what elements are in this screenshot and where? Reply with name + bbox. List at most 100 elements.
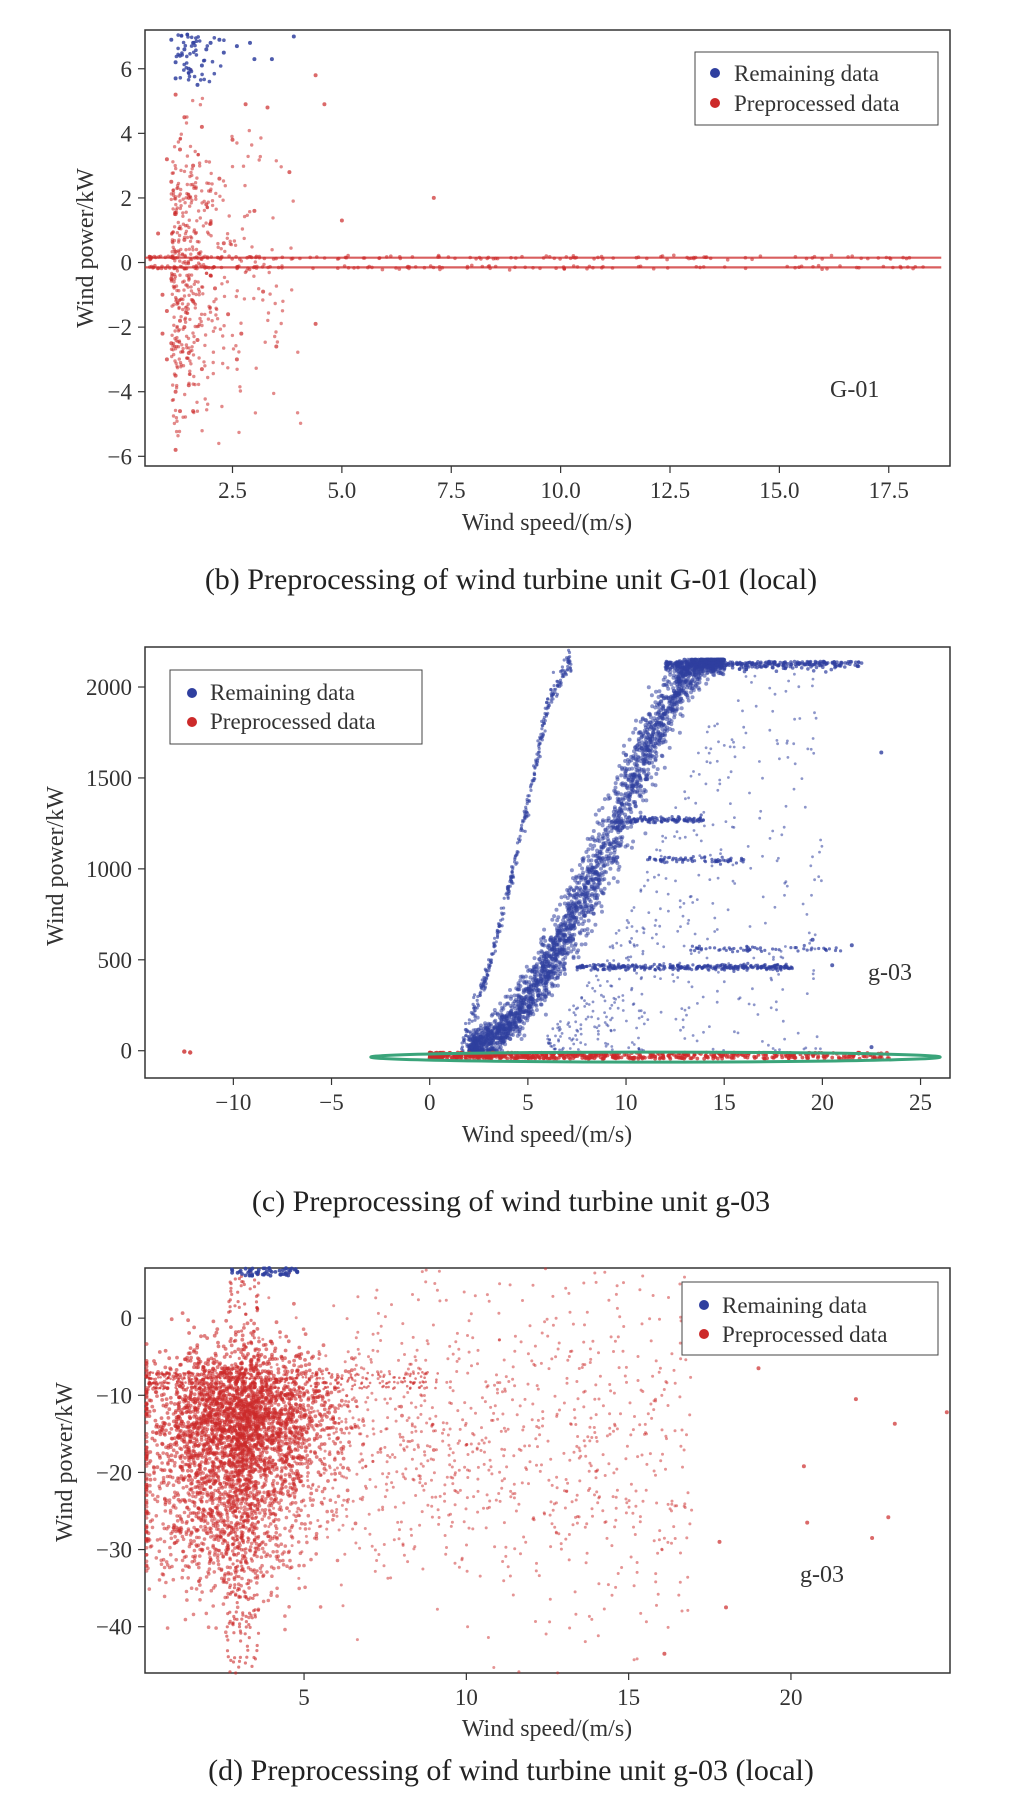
scatter-point [641, 761, 646, 765]
scatter-point [638, 776, 643, 781]
scatter-point [666, 706, 671, 711]
scatter-point [389, 254, 393, 258]
scatter-point [845, 661, 850, 666]
scatter-point [189, 257, 194, 262]
scatter-point [551, 960, 556, 965]
scatter-point [191, 299, 196, 304]
scatter-point [794, 946, 798, 950]
scatter-point [531, 983, 536, 988]
scatter-point [202, 58, 207, 63]
scatter-point [223, 249, 227, 254]
scatter-point [638, 788, 643, 793]
scatter-point [819, 838, 822, 842]
scatter-point [189, 252, 193, 256]
scatter-point [505, 1001, 510, 1006]
scatter-point [646, 966, 649, 970]
scatter-point [173, 373, 178, 378]
scatter-point [743, 266, 748, 271]
scatter-point [578, 886, 582, 891]
scatter-point [838, 264, 842, 268]
scatter-point [679, 666, 684, 671]
scatter-point [645, 256, 649, 261]
scatter-point [859, 661, 864, 665]
scatter-point [254, 366, 258, 370]
scatter-point [657, 702, 662, 707]
scatter-point [203, 254, 207, 258]
scatter-point [622, 793, 627, 798]
scatter-point [667, 660, 672, 665]
scatter-point [468, 1030, 472, 1034]
scatter-point [596, 835, 601, 840]
scatter-point [544, 712, 548, 716]
scatter-point [273, 301, 277, 306]
scatter-point [665, 728, 669, 733]
scatter-point [313, 73, 318, 78]
scatter-point [667, 909, 670, 913]
scatter-point [212, 265, 216, 269]
scatter-point [653, 749, 658, 754]
scatter-point [194, 247, 199, 252]
scatter-point [263, 340, 267, 344]
scatter-point [591, 265, 595, 270]
scatter-point [701, 665, 705, 669]
scatter-point [186, 356, 190, 360]
scatter-point [761, 776, 764, 780]
scatter-point [192, 282, 196, 286]
scatter-point [559, 925, 564, 930]
scatter-point [522, 987, 526, 992]
scatter-point [200, 201, 204, 205]
scatter-point [623, 844, 628, 849]
scatter-point [211, 371, 215, 376]
scatter-point [198, 216, 202, 220]
scatter-point [783, 666, 788, 671]
scatter-point [175, 419, 179, 423]
scatter-point [469, 1044, 474, 1049]
scatter-point [629, 775, 634, 780]
scatter-point [653, 758, 658, 763]
scatter-point [793, 265, 797, 270]
scatter-point [268, 292, 272, 296]
scatter-point [188, 68, 193, 72]
scatter-point [615, 879, 620, 884]
scatter-point [839, 949, 843, 953]
scatter-point [571, 888, 576, 893]
scatter-point [177, 298, 182, 302]
scatter-point [556, 942, 561, 947]
scatter-point [884, 255, 889, 260]
scatter-point [737, 667, 742, 671]
scatter-point [560, 665, 565, 669]
scatter-point [221, 198, 225, 202]
scatter-point [470, 1012, 475, 1016]
scatter-point [174, 429, 179, 434]
scatter-point [486, 255, 491, 260]
scatter-point [209, 255, 214, 259]
scatter-point [492, 1008, 497, 1012]
scatter-point [637, 769, 642, 774]
scatter-point [590, 877, 595, 882]
scatter-point [770, 665, 775, 670]
scatter-point [584, 850, 589, 854]
scatter-point [646, 725, 651, 730]
scatter-point [648, 715, 653, 720]
scatter-point [562, 658, 566, 662]
scatter-point [192, 40, 196, 45]
scatter-point [471, 1034, 476, 1039]
scatter-point [856, 660, 861, 665]
scatter-point [483, 986, 487, 990]
scatter-point [700, 661, 705, 665]
scatter-point [473, 1028, 478, 1032]
scatter-point [178, 206, 183, 211]
scatter-point [543, 729, 547, 733]
scatter-point [689, 256, 693, 261]
scatter-point [586, 854, 591, 859]
scatter-point [583, 942, 588, 947]
scatter-point [380, 267, 385, 272]
scatter-point [203, 266, 207, 270]
scatter-point [783, 893, 786, 897]
scatter-point [570, 914, 575, 919]
scatter-point [642, 787, 647, 792]
scatter-point [593, 869, 598, 874]
scatter-point [645, 870, 649, 874]
scatter-point [646, 878, 650, 882]
scatter-point [497, 1029, 502, 1034]
